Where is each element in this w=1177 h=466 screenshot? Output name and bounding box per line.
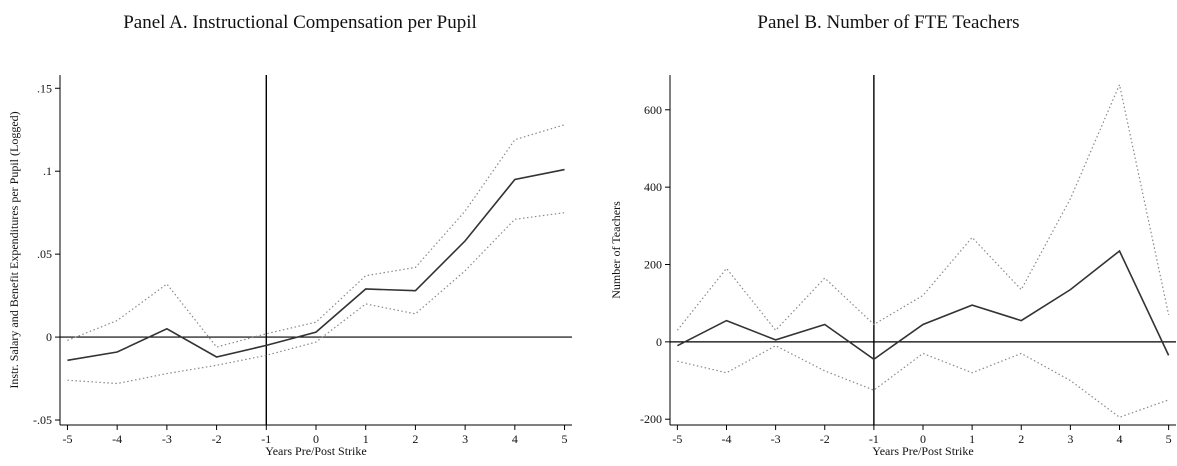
panel-b-y-tick-label: 0 [656, 335, 662, 349]
panel-b-x-tick-label: -4 [721, 432, 731, 446]
panel-b-x-tick-label: 1 [969, 432, 975, 446]
panel-a-estimate-line [67, 168, 565, 362]
panel-b-y-tick-label: 400 [644, 180, 662, 194]
panel-a-upper-line [67, 124, 565, 348]
panel-b-estimate-line [677, 249, 1170, 361]
panel-a-y-tick-label: 0 [46, 330, 52, 344]
panel-a-y-tick-label: .15 [37, 81, 52, 95]
panel-b-x-tick-label: -5 [672, 432, 682, 446]
panel-b-upper-line [676, 82, 1170, 332]
panel-a-x-tick-label: 2 [412, 432, 418, 446]
panel-a-x-tick-label: -3 [162, 432, 172, 446]
panel-b-y-tick-label: -200 [640, 412, 662, 426]
panel-a-x-tick-label: -4 [112, 432, 122, 446]
panel-b-title: Panel B. Number of FTE Teachers [757, 12, 1020, 33]
panel-b-y-tick-label: 200 [644, 258, 662, 272]
panel-a-x-tick-label: 1 [363, 432, 369, 446]
panel-b-x-tick-label: -3 [771, 432, 781, 446]
panel-b-x-tick-label: 3 [1067, 432, 1073, 446]
panel-a-x-tick-label: 4 [512, 432, 518, 446]
panel-a-x-tick-label: -5 [62, 432, 72, 446]
panel-b-lower-line [677, 345, 1169, 418]
panel-a-x-tick-label: 5 [562, 432, 568, 446]
panel-a-y-tick-label: .05 [37, 247, 52, 261]
panel-b-x-tick-label: 5 [1166, 432, 1172, 446]
panel-b-x-axis-title: Years Pre/Post Strike [872, 444, 973, 458]
panel-a-x-tick-label: -2 [212, 432, 222, 446]
panel-b-x-tick-label: 0 [920, 432, 926, 446]
panel-b-y-axis-title: Number of Teachers [609, 201, 623, 299]
panel-a-x-tick-label: -1 [261, 432, 271, 446]
panel-a-x-axis-title: Years Pre/Post Strike [265, 444, 366, 458]
panel-a-y-axis-title: Instr. Salary and Benefit Expenditures p… [7, 111, 21, 388]
panel-a-title: Panel A. Instructional Compensation per … [123, 12, 477, 33]
panel-b-x-tick-label: 2 [1018, 432, 1024, 446]
panel-a-y-tick-label: .1 [43, 164, 52, 178]
panel-b-x-tick-label: -2 [820, 432, 830, 446]
panel-a-chart: -5 -4 -3 -2 -1 0 1 2 3 4 5 -.05 0 .05 .1 .15 Years Pre/P… [7, 75, 572, 458]
panel-a-x-tick-label: 0 [313, 432, 319, 446]
panel-a-x-tick-label: 3 [462, 432, 468, 446]
panel-a-y-tick-label: -.05 [33, 413, 52, 427]
panel-b-x-tick-label: -1 [869, 432, 879, 446]
panel-b-x-tick-label: 4 [1117, 432, 1123, 446]
panel-b-y-tick-label: 600 [644, 103, 662, 117]
panel-a-lower-line [67, 212, 565, 385]
